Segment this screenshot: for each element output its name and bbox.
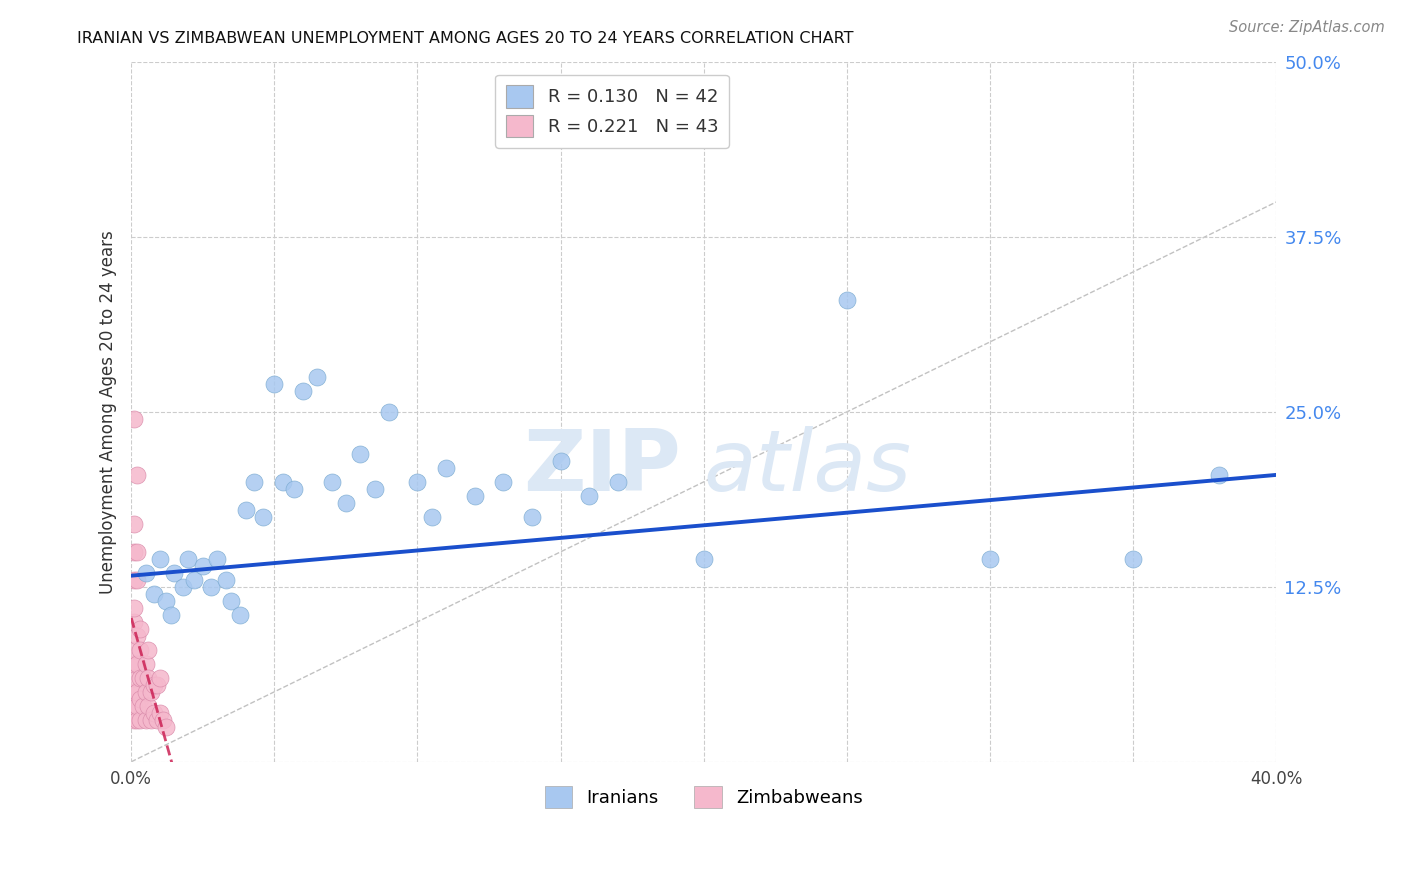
- Point: [420, 509, 443, 524]
- Point: [434, 461, 457, 475]
- Point: [146, 678, 169, 692]
- Point: [191, 558, 214, 573]
- Point: [125, 685, 148, 699]
- Point: [1122, 552, 1144, 566]
- Point: [135, 713, 157, 727]
- Point: [979, 552, 1001, 566]
- Point: [143, 678, 166, 692]
- Point: [135, 566, 157, 580]
- Point: [138, 643, 160, 657]
- Point: [125, 657, 148, 671]
- Text: IRANIAN VS ZIMBABWEAN UNEMPLOYMENT AMONG AGES 20 TO 24 YEARS CORRELATION CHART: IRANIAN VS ZIMBABWEAN UNEMPLOYMENT AMONG…: [77, 31, 853, 46]
- Point: [149, 552, 172, 566]
- Point: [835, 293, 858, 307]
- Point: [520, 509, 543, 524]
- Point: [606, 475, 628, 489]
- Text: Source: ZipAtlas.com: Source: ZipAtlas.com: [1229, 20, 1385, 35]
- Point: [183, 573, 205, 587]
- Point: [122, 412, 145, 426]
- Point: [177, 552, 200, 566]
- Point: [125, 467, 148, 482]
- Point: [122, 698, 145, 713]
- Point: [692, 552, 714, 566]
- Point: [149, 706, 172, 720]
- Point: [349, 447, 371, 461]
- Point: [122, 573, 145, 587]
- Point: [205, 552, 228, 566]
- Point: [125, 545, 148, 559]
- Point: [125, 573, 148, 587]
- Point: [122, 643, 145, 657]
- Point: [229, 607, 252, 622]
- Text: ZIP: ZIP: [523, 426, 681, 509]
- Point: [291, 384, 314, 398]
- Point: [122, 600, 145, 615]
- Legend: Iranians, Zimbabweans: Iranians, Zimbabweans: [537, 780, 870, 815]
- Point: [122, 545, 145, 559]
- Point: [243, 475, 266, 489]
- Point: [215, 573, 238, 587]
- Point: [492, 475, 515, 489]
- Point: [143, 587, 166, 601]
- Point: [335, 496, 357, 510]
- Y-axis label: Unemployment Among Ages 20 to 24 years: Unemployment Among Ages 20 to 24 years: [100, 230, 117, 594]
- Point: [160, 607, 183, 622]
- Point: [406, 475, 429, 489]
- Point: [283, 482, 305, 496]
- Point: [363, 482, 385, 496]
- Point: [135, 685, 157, 699]
- Point: [128, 691, 150, 706]
- Point: [378, 405, 401, 419]
- Point: [122, 657, 145, 671]
- Point: [122, 516, 145, 531]
- Point: [122, 671, 145, 685]
- Point: [155, 594, 177, 608]
- Point: [143, 706, 166, 720]
- Point: [200, 580, 222, 594]
- Point: [131, 698, 153, 713]
- Point: [550, 454, 572, 468]
- Point: [128, 622, 150, 636]
- Point: [135, 657, 157, 671]
- Point: [163, 566, 186, 580]
- Point: [131, 671, 153, 685]
- Point: [307, 370, 329, 384]
- Point: [122, 685, 145, 699]
- Point: [155, 720, 177, 734]
- Point: [146, 713, 169, 727]
- Point: [138, 671, 160, 685]
- Point: [125, 713, 148, 727]
- Point: [263, 376, 285, 391]
- Point: [122, 615, 145, 629]
- Point: [1208, 467, 1230, 482]
- Point: [128, 671, 150, 685]
- Point: [172, 580, 194, 594]
- Point: [464, 489, 486, 503]
- Point: [252, 509, 274, 524]
- Point: [321, 475, 343, 489]
- Point: [125, 698, 148, 713]
- Text: atlas: atlas: [703, 426, 911, 509]
- Point: [149, 671, 172, 685]
- Point: [138, 698, 160, 713]
- Point: [578, 489, 600, 503]
- Point: [125, 629, 148, 643]
- Point: [271, 475, 294, 489]
- Point: [122, 713, 145, 727]
- Point: [128, 643, 150, 657]
- Point: [141, 713, 163, 727]
- Point: [141, 685, 163, 699]
- Point: [235, 503, 257, 517]
- Point: [221, 594, 243, 608]
- Point: [128, 713, 150, 727]
- Point: [152, 713, 174, 727]
